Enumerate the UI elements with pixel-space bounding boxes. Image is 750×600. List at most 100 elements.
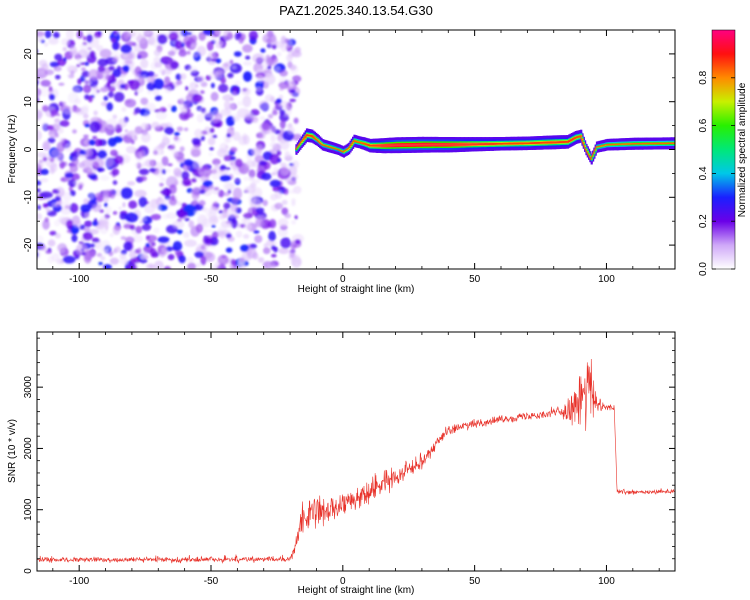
noise-blob [54,53,63,61]
noise-blob [101,156,114,168]
noise-blob [79,51,84,56]
spectrogram-y-axis: -20 -10 0 10 20 [23,29,675,270]
noise-blob [84,211,90,220]
noise-blob [167,163,173,167]
noise-blob [106,83,111,88]
noise-blob [112,180,118,185]
noise-blob [120,187,133,199]
noise-blob [161,188,172,197]
noise-blob [51,252,60,262]
noise-blob [42,105,49,112]
noise-blob [213,186,220,191]
noise-blob [231,197,240,204]
noise-blob [37,188,41,193]
noise-blob [65,30,75,40]
noise-blob [96,167,105,172]
noise-blob [175,73,182,81]
noise-blob [176,201,182,206]
noise-blob [52,202,57,208]
noise-blob [82,104,90,111]
noise-blob [112,114,118,120]
noise-blob [40,168,49,175]
noise-blob [279,139,290,150]
noise-blob [258,30,263,35]
noise-blob [223,202,231,210]
colorbar-frame [711,29,736,270]
noise-blob [233,51,242,57]
noise-blob [159,182,164,187]
noise-blob [109,233,115,238]
noise-blob [287,126,295,135]
noise-blob [48,37,59,45]
noise-blob [227,72,234,79]
noise-blob [242,134,250,145]
noise-blob [166,212,177,220]
noise-blob [83,79,92,86]
noise-blob [37,180,42,186]
noise-blob [124,129,128,133]
noise-blob [49,93,56,101]
noise-blob [41,86,48,97]
noise-blob [135,225,143,234]
noise-blob [45,207,51,213]
noise-blob [261,172,272,181]
spectrogram-x-axis: -100 -50 0 50 100 [52,30,660,285]
noise-blob [167,50,176,57]
noise-blob [270,134,277,142]
noise-blob [99,48,112,59]
noise-blob [294,239,301,245]
noise-blob [37,204,41,210]
noise-blob [232,115,241,122]
noise-blob [184,239,197,247]
noise-blob [190,43,197,48]
noise-blob [213,30,223,36]
snr-y-axis: 0 1000 2000 3000 [23,337,675,574]
noise-blob [172,149,179,157]
noise-blob [221,76,227,84]
noise-blob [174,132,180,136]
noise-blob [91,85,99,91]
noise-blob [53,31,60,39]
noise-blob [191,177,197,183]
noise-blob [77,78,82,85]
noise-blob [140,122,149,130]
noise-blob [193,210,200,215]
noise-blob [230,218,238,229]
ridge-cell [581,138,584,141]
noise-blob [83,198,90,205]
noise-blob [37,109,43,119]
snr-x-tick-label: -100 [69,576,89,587]
noise-blob [122,65,130,73]
noise-blob [231,91,237,96]
noise-blob [62,105,75,115]
noise-blob [200,135,205,141]
noise-blob [207,137,216,146]
noise-blob [173,136,182,144]
noise-blob [271,172,277,176]
noise-blob [148,239,152,244]
spectrogram-x-tick-label: -100 [69,274,89,285]
noise-blob [212,158,221,166]
ridge-cell [352,142,355,144]
noise-blob [58,82,65,86]
noise-blob [209,237,219,246]
noise-blob [102,78,107,82]
noise-blob [153,227,160,234]
noise-blob [99,209,105,213]
noise-blob [189,81,198,90]
noise-blob [146,82,156,91]
noise-blob [262,199,268,207]
noise-blob [157,196,162,201]
noise-blob [183,127,189,132]
noise-blob [55,233,61,239]
noise-blob [57,186,64,193]
noise-blob [293,117,299,124]
noise-blob [61,200,71,210]
noise-blob [218,43,223,48]
noise-blob [225,233,232,239]
ridge-cell [589,156,592,158]
noise-blob [130,249,136,257]
noise-blob [229,156,236,161]
noise-blob [88,168,97,175]
noise-blob [223,192,231,197]
